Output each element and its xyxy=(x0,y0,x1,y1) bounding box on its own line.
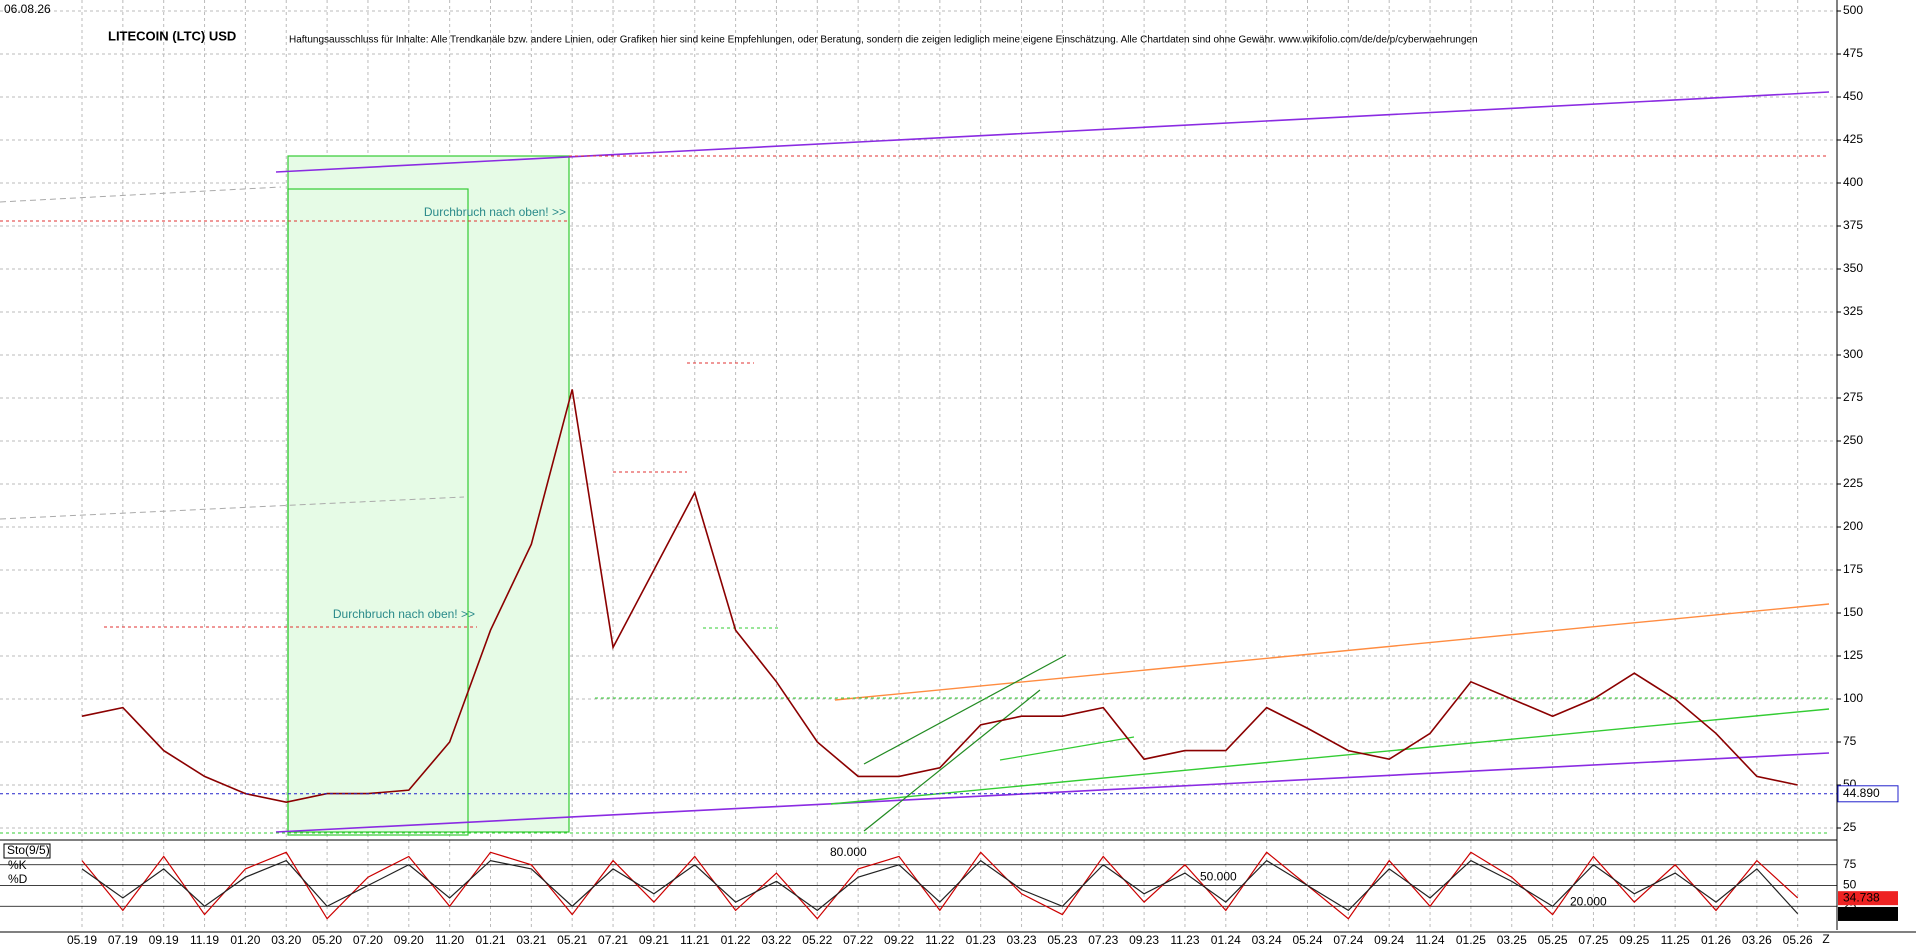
y-tick-label: 100 xyxy=(1843,691,1863,705)
x-tick-label: 07.24 xyxy=(1333,933,1363,947)
x-tick-label: 01.25 xyxy=(1456,933,1486,947)
legend-entry: %K xyxy=(8,858,27,872)
indicator-title: Sto(9/5) xyxy=(7,843,50,857)
legend-entry: %D xyxy=(8,872,28,886)
level-label: 20.000 xyxy=(1570,895,1607,909)
y-tick-label: 350 xyxy=(1843,261,1863,275)
y-tick-label: 250 xyxy=(1843,433,1863,447)
trend-line xyxy=(834,603,1830,701)
last-price-box xyxy=(1837,785,1899,803)
x-tick-label: 03.20 xyxy=(271,933,301,947)
trend-line xyxy=(275,752,1830,833)
x-tick-label: 05.19 xyxy=(67,933,97,947)
trend-line xyxy=(830,708,1830,805)
y-tick-label: 275 xyxy=(1843,390,1863,404)
y-tick-label: 375 xyxy=(1843,218,1863,232)
x-tick-label: 11.19 xyxy=(190,933,219,947)
x-tick-label: 07.21 xyxy=(598,933,628,947)
last-value-label: 15.707 xyxy=(1843,906,1880,920)
x-tick-label: 09.21 xyxy=(639,933,669,947)
y-tick-label: 475 xyxy=(1843,46,1863,60)
x-tick-label: 11.22 xyxy=(925,933,954,947)
x-tick-label: 03.23 xyxy=(1007,933,1037,947)
x-tick-label: 11.24 xyxy=(1415,933,1444,947)
x-tick-label: 11.21 xyxy=(680,933,709,947)
level-label: 50.000 xyxy=(1200,870,1237,884)
x-tick-label: 05.25 xyxy=(1538,933,1568,947)
x-tick-label: 01.24 xyxy=(1211,933,1241,947)
x-tick-label: 01.22 xyxy=(721,933,751,947)
x-tick-label: 09.24 xyxy=(1374,933,1404,947)
disclaimer: Haftungsausschluss für Inhalte: Alle Tre… xyxy=(289,35,1478,46)
stoch-line xyxy=(81,859,1799,915)
highlight-box xyxy=(287,155,570,833)
last-price-label: 44.890 xyxy=(1843,786,1880,800)
level-line xyxy=(0,496,465,520)
y-tick-label: 325 xyxy=(1843,304,1863,318)
level-label: 80.000 xyxy=(830,845,867,859)
x-tick-label: 11.20 xyxy=(435,933,464,947)
last-value-label: 34.738 xyxy=(1843,890,1880,904)
annotation: Durchbruch nach oben! >> xyxy=(333,607,475,621)
x-tick-label: 05.24 xyxy=(1292,933,1322,947)
x-tick-label: 03.26 xyxy=(1742,933,1772,947)
level-line xyxy=(0,186,282,203)
y-tick-label: 450 xyxy=(1843,89,1863,103)
last-value-box xyxy=(1838,891,1898,906)
last-value-box xyxy=(1838,906,1898,921)
x-tick-label: 07.25 xyxy=(1578,933,1608,947)
x-tick-label: 03.25 xyxy=(1497,933,1527,947)
y-tick-label: 300 xyxy=(1843,347,1863,361)
y-tick-label: 125 xyxy=(1843,648,1863,662)
x-tick-label: 07.19 xyxy=(108,933,138,947)
y-tick-label: 50 xyxy=(1843,878,1857,892)
x-tick-label: 01.20 xyxy=(230,933,260,947)
channel-line xyxy=(863,689,1041,832)
date: 06.08.26 xyxy=(4,2,51,16)
x-tick-label: 03.22 xyxy=(761,933,791,947)
stoch-line xyxy=(81,851,1799,920)
y-tick-label: 200 xyxy=(1843,519,1863,533)
y-tick-label: 75 xyxy=(1843,734,1857,748)
x-tick-label: 09.23 xyxy=(1129,933,1159,947)
y-tick-label: 500 xyxy=(1843,3,1863,17)
x-tick-label: 09.19 xyxy=(149,933,179,947)
y-tick-label: 175 xyxy=(1843,562,1863,576)
corner-label: Z xyxy=(1822,932,1829,946)
y-tick-label: 25 xyxy=(1843,820,1857,834)
y-tick-label: 225 xyxy=(1843,476,1863,490)
x-tick-label: 01.26 xyxy=(1701,933,1731,947)
x-tick-label: 01.21 xyxy=(475,933,505,947)
indicator-box xyxy=(3,843,51,859)
annotation: Durchbruch nach oben! >> xyxy=(424,205,566,219)
x-tick-label: 11.25 xyxy=(1661,933,1690,947)
channel-line xyxy=(999,736,1135,761)
x-tick-label: 11.23 xyxy=(1170,933,1199,947)
x-tick-label: 07.22 xyxy=(843,933,873,947)
x-tick-label: 03.21 xyxy=(516,933,546,947)
x-tick-label: 07.20 xyxy=(353,933,383,947)
y-tick-label: 150 xyxy=(1843,605,1863,619)
x-tick-label: 01.23 xyxy=(966,933,996,947)
trend-line xyxy=(275,91,1830,173)
y-tick-label: 75 xyxy=(1843,857,1857,871)
x-tick-label: 05.23 xyxy=(1047,933,1077,947)
channel-line xyxy=(863,654,1067,765)
x-tick-label: 09.20 xyxy=(394,933,424,947)
y-tick-label: 400 xyxy=(1843,175,1863,189)
y-tick-label: 425 xyxy=(1843,132,1863,146)
x-tick-label: 07.23 xyxy=(1088,933,1118,947)
chart-title: LITECOIN (LTC) USD xyxy=(108,28,236,43)
x-tick-label: 03.24 xyxy=(1252,933,1282,947)
x-tick-label: 09.25 xyxy=(1619,933,1649,947)
x-tick-label: 05.20 xyxy=(312,933,342,947)
x-tick-label: 05.21 xyxy=(557,933,587,947)
highlight-box xyxy=(287,188,469,836)
x-tick-label: 09.22 xyxy=(884,933,914,947)
x-tick-label: 05.22 xyxy=(802,933,832,947)
x-tick-label: 05.26 xyxy=(1783,933,1813,947)
